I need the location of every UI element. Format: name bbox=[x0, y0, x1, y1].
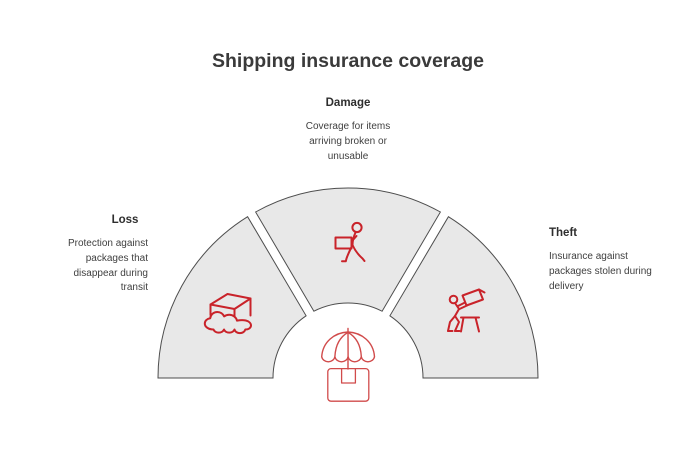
segment-description-damage: Coverage for items arriving broken or unus… bbox=[305, 121, 391, 162]
thief-with-package-icon bbox=[447, 288, 486, 333]
segment-label-loss: Loss bbox=[111, 214, 139, 226]
page-title: Shipping insurance coverage bbox=[212, 50, 484, 72]
segment-damage bbox=[254, 187, 442, 312]
package-cloud-icon bbox=[203, 293, 252, 335]
segment-loss bbox=[157, 216, 307, 379]
person-carrying-box-icon bbox=[334, 221, 366, 263]
segment-description-theft: Insurance against packages stolen during d… bbox=[549, 251, 652, 292]
segment-label-damage: Damage bbox=[325, 97, 371, 109]
segment-description-loss: Protection against packages that disappear… bbox=[67, 238, 148, 294]
segment-label-theft: Theft bbox=[549, 227, 578, 239]
umbrella-over-package-icon bbox=[321, 327, 376, 402]
